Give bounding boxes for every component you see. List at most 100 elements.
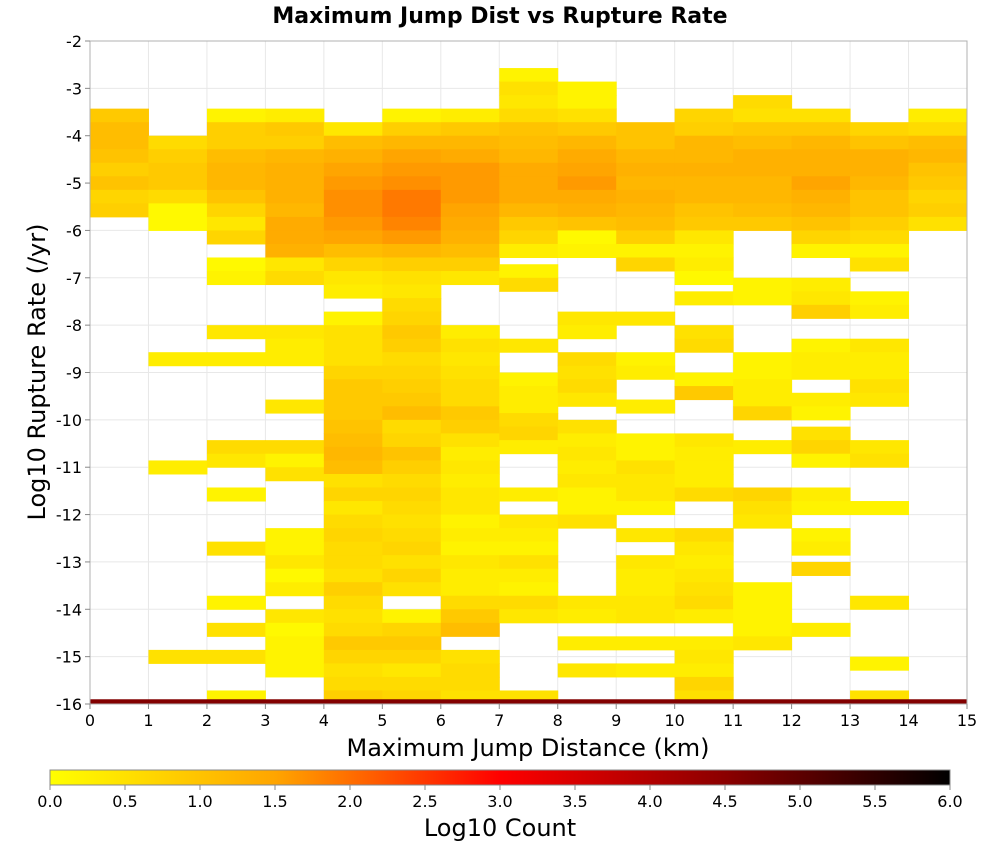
- heatmap-cell: [908, 149, 968, 164]
- heatmap-cell: [733, 162, 793, 177]
- y-axis-label: Log10 Rupture Rate (/yr): [23, 224, 51, 521]
- heatmap-cell: [791, 365, 851, 380]
- heatmap-cell: [382, 636, 442, 651]
- heatmap-cell: [323, 676, 383, 691]
- heatmap-cell: [674, 568, 734, 583]
- y-tick-label: -12: [56, 506, 82, 525]
- heatmap-cell: [440, 555, 500, 570]
- heatmap-cell: [557, 446, 617, 461]
- heatmap-cell: [265, 555, 325, 570]
- heatmap-cell: [791, 176, 851, 191]
- heatmap-cell: [616, 528, 676, 543]
- heatmap-cell: [674, 541, 734, 556]
- heatmap-cell: [382, 311, 442, 326]
- heatmap-cell: [323, 216, 383, 231]
- heatmap-cell: [499, 203, 559, 218]
- heatmap-cell: [323, 582, 383, 597]
- heatmap-cell: [791, 277, 851, 292]
- heatmap-cell: [440, 622, 500, 637]
- heatmap-cell: [557, 663, 617, 678]
- heatmap-cell: [733, 149, 793, 164]
- y-tick-label: -9: [66, 364, 82, 383]
- heatmap-cell: [616, 609, 676, 624]
- heatmap-cell: [616, 122, 676, 137]
- y-tick-label: -13: [56, 553, 82, 572]
- x-tick-label: 5: [377, 711, 387, 730]
- x-tick-label: 4: [319, 711, 329, 730]
- heatmap-cell: [733, 189, 793, 204]
- heatmap-cell: [616, 216, 676, 231]
- heatmap-cell: [733, 122, 793, 137]
- heatmap-cell: [206, 135, 266, 150]
- heatmap-cell: [382, 473, 442, 489]
- heatmap-cell: [323, 325, 383, 340]
- heatmap-cell: [499, 595, 559, 610]
- heatmap-cell: [674, 609, 734, 624]
- heatmap-cell: [733, 176, 793, 191]
- heatmap-cell: [323, 176, 383, 191]
- y-axis-ticks: -16 -15 -14 -13 -12 -11 -10 -9 -8 -7 -6 -5 -4 -3 -2: [56, 32, 90, 714]
- heatmap-cell: [440, 595, 500, 610]
- heatmap-cell: [440, 487, 500, 502]
- heatmap-cell: [148, 203, 208, 218]
- heatmap-cell: [850, 243, 910, 259]
- heatmap-cell: [850, 352, 910, 367]
- heatmap-cell: [440, 203, 500, 218]
- heatmap-cell: [616, 595, 676, 610]
- heatmap-cell: [265, 122, 325, 137]
- heatmap-cell: [908, 216, 968, 231]
- heatmap-cell: [265, 325, 325, 340]
- heatmap-cell: [791, 149, 851, 164]
- heatmap-cell: [850, 135, 910, 150]
- heatmap-cell: [382, 352, 442, 367]
- heatmap-cell: [908, 135, 968, 150]
- heatmap-cell: [206, 189, 266, 204]
- heatmap-cell: [499, 338, 559, 353]
- heatmap-cell: [850, 656, 910, 671]
- heatmap-cell: [90, 176, 149, 191]
- heatmap-cell: [499, 413, 559, 428]
- heatmap-cell: [850, 595, 910, 610]
- heatmap-cell: [557, 379, 617, 394]
- heatmap-cell: [674, 636, 734, 651]
- y-tick-label: -4: [66, 127, 82, 146]
- x-tick-label: 8: [553, 711, 563, 730]
- heatmap-cell: [674, 162, 734, 177]
- heatmap-cell: [733, 365, 793, 380]
- heatmap-cell: [499, 528, 559, 543]
- colorbar-tick-label: 3.0: [487, 792, 512, 811]
- heatmap-cell: [850, 216, 910, 231]
- heatmap-cell: [850, 440, 910, 455]
- colorbar-tick-label: 5.0: [787, 792, 812, 811]
- colorbar-tick-label: 6.0: [937, 792, 962, 811]
- heatmap-cell: [557, 473, 617, 489]
- y-tick-label: -11: [56, 458, 82, 477]
- heatmap-cell: [791, 216, 851, 231]
- heatmap-cell: [499, 243, 559, 259]
- heatmap-cell: [791, 135, 851, 150]
- heatmap-cell: [206, 162, 266, 177]
- heatmap-cell: [323, 609, 383, 624]
- heatmap-cell: [791, 352, 851, 367]
- heatmap-cell: [440, 122, 500, 137]
- colorbar: [49, 769, 951, 786]
- heatmap-cell: [791, 453, 851, 468]
- heatmap-cell: [382, 582, 442, 597]
- heatmap-cell: [616, 162, 676, 177]
- heatmap-cell: [674, 243, 734, 259]
- heatmap-cell: [499, 264, 559, 279]
- heatmap-cell: [206, 595, 266, 610]
- heatmap-cell: [733, 352, 793, 367]
- x-axis-label: Maximum Jump Distance (km): [347, 734, 710, 762]
- heatmap-cell: [791, 338, 851, 353]
- heatmap-cell: [382, 609, 442, 624]
- x-tick-label: 15: [957, 711, 977, 730]
- heatmap-cell: [206, 149, 266, 164]
- heatmap-cell: [850, 149, 910, 164]
- heatmap-cell: [323, 338, 383, 353]
- heatmap-cell: [674, 433, 734, 448]
- heatmap-cell: [265, 609, 325, 624]
- heatmap-cell: [733, 609, 793, 624]
- heatmap-cell: [265, 216, 325, 231]
- heatmap-cell: [382, 541, 442, 556]
